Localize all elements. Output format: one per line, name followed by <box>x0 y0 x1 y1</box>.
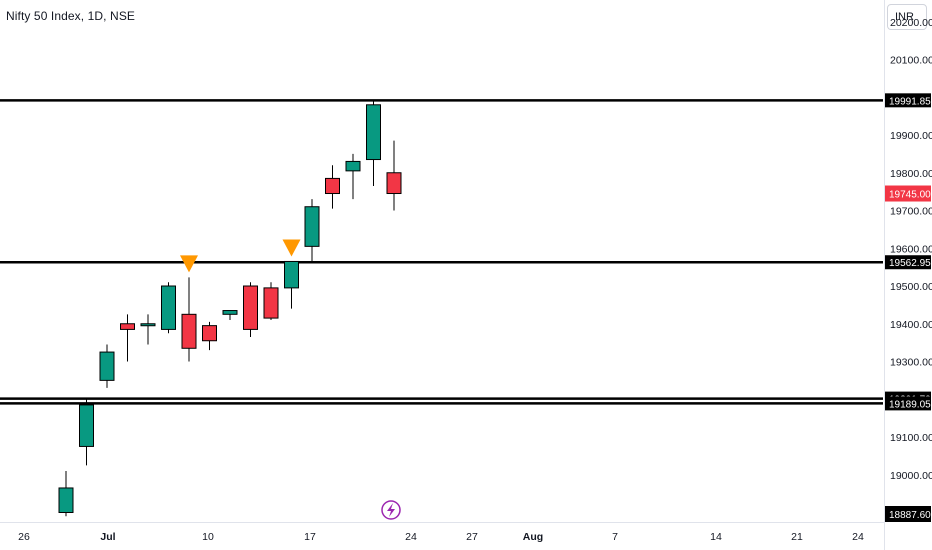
x-tick-label: 10 <box>202 531 214 543</box>
candle-body <box>304 206 320 247</box>
axis-bottom-tag <box>885 506 931 522</box>
y-tick-label: 19800.00 <box>890 168 932 180</box>
candle-body <box>181 313 197 349</box>
level-price-tag <box>885 255 931 270</box>
y-tick-label: 19700.00 <box>890 206 932 218</box>
y-tick-label: 19500.00 <box>890 281 932 293</box>
candle-body <box>202 325 217 342</box>
y-tick-label: 19600.00 <box>890 243 932 255</box>
candle-body <box>161 285 176 330</box>
down-triangle-marker <box>180 255 198 273</box>
symbol-title[interactable]: Nifty 50 Index, 1D, NSE <box>6 9 136 23</box>
down-triangle-marker <box>282 239 301 257</box>
y-tick-label: 19900.00 <box>890 130 932 142</box>
candle-body <box>99 351 115 381</box>
lightning-icon <box>381 500 401 520</box>
level-price-tag <box>885 93 931 108</box>
x-tick-label: 24 <box>405 531 417 543</box>
candle-body <box>58 487 74 513</box>
x-tick-label: 7 <box>612 531 618 543</box>
axis-bottom-label: 18887.60 <box>889 510 931 521</box>
candle-body <box>386 172 402 195</box>
candle-body <box>243 285 258 330</box>
candle-body <box>325 177 340 195</box>
last-price-label: 19745.00 <box>889 190 931 201</box>
x-tick-label: 24 <box>852 531 864 543</box>
x-tick-label: 26 <box>18 531 30 543</box>
y-tick-label: 19000.00 <box>890 470 932 482</box>
candle-body <box>222 310 238 315</box>
candle-body <box>140 323 156 327</box>
y-tick-label: 19400.00 <box>890 319 932 331</box>
y-tick-label: 19100.00 <box>890 432 932 444</box>
x-tick-label: 14 <box>710 531 722 543</box>
level-price-label: 19991.85 <box>889 96 931 107</box>
candle-body <box>120 323 135 330</box>
candle-body <box>79 404 94 447</box>
y-tick-label: 20100.00 <box>890 55 932 67</box>
level-price-label: 19562.95 <box>889 258 931 269</box>
x-tick-label: Jul <box>100 531 115 543</box>
candle-body <box>284 260 299 289</box>
x-tick-label: 27 <box>466 531 478 543</box>
level-price-label: 19201.70 <box>889 395 931 406</box>
candle-body <box>345 160 361 172</box>
x-tick-label: 21 <box>791 531 803 543</box>
currency-button[interactable]: INR <box>887 4 927 30</box>
last-price-tag <box>885 185 931 202</box>
level-price-label: 19189.05 <box>889 399 931 410</box>
lightning-icon-bolt <box>387 503 395 517</box>
candle-body <box>366 104 381 161</box>
y-tick-label: 19300.00 <box>890 357 932 369</box>
level-price-tag <box>885 396 931 411</box>
x-tick-label: Aug <box>523 531 543 543</box>
x-tick-label: 17 <box>304 531 316 543</box>
candle-body <box>263 287 279 319</box>
level-price-tag <box>885 391 931 406</box>
